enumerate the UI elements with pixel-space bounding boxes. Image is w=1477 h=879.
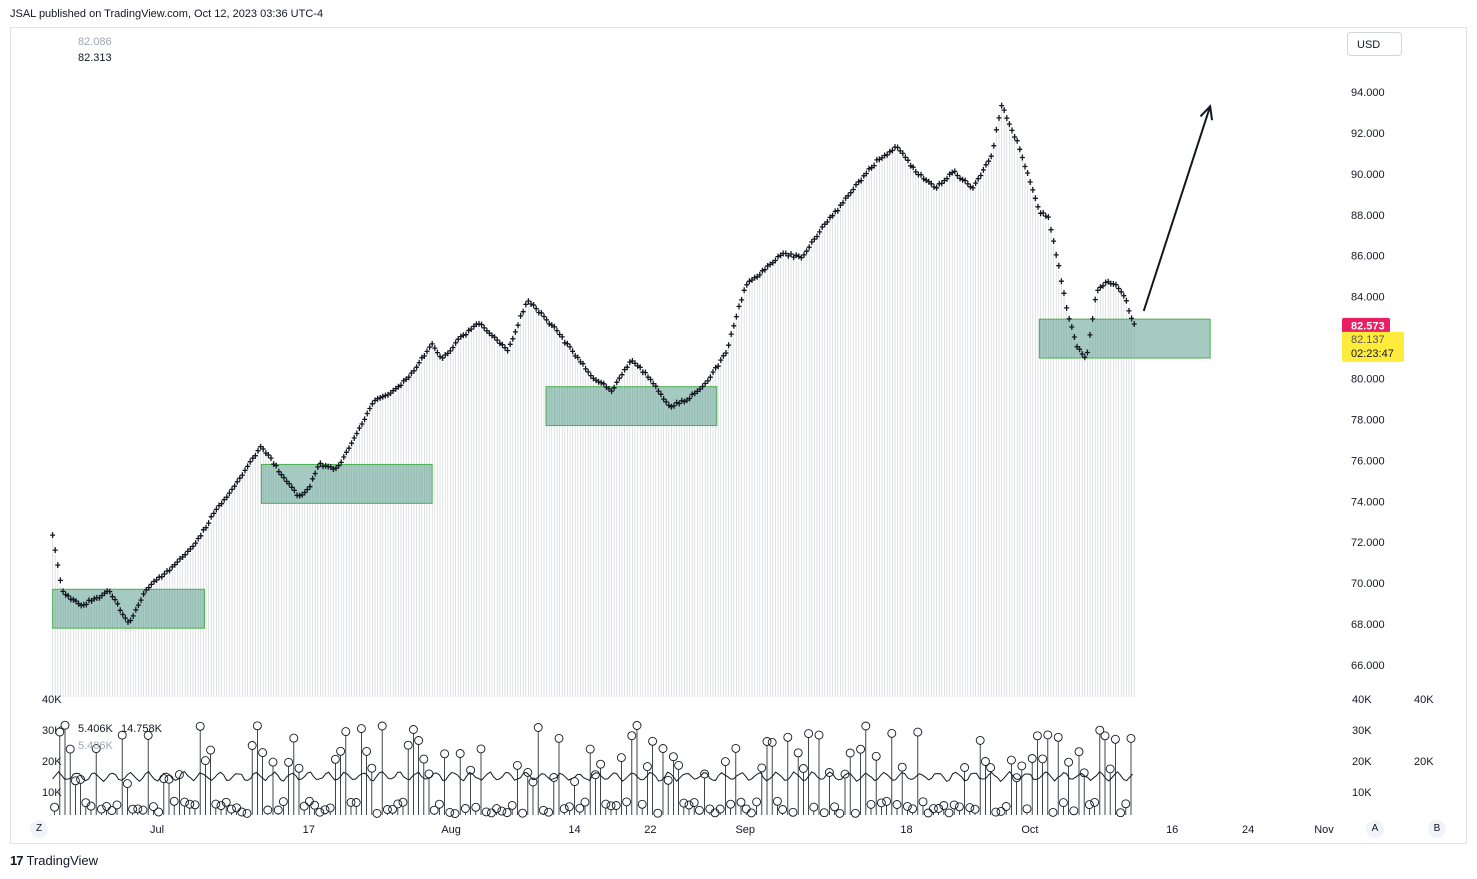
x-tick-label: 14	[568, 824, 580, 836]
y-tick-label: 76.000	[1351, 455, 1385, 467]
y-tick-label: 78.000	[1351, 414, 1385, 426]
x-tick-label: Oct	[1021, 824, 1038, 836]
y-tick-label: 86.000	[1351, 251, 1385, 263]
y-tick-label: 68.000	[1351, 619, 1385, 631]
volume-legend-2: 5.406K	[78, 740, 113, 752]
currency-button[interactable]: USD	[1347, 32, 1402, 56]
y-tick-label: 92.000	[1351, 128, 1385, 140]
volume-tick-right: 30K	[1352, 725, 1372, 737]
legend-value-1: 82.086	[78, 36, 112, 48]
y-tick-label: 74.000	[1351, 496, 1385, 508]
volume-tick-right: 40K	[1352, 694, 1372, 706]
chart-frame	[10, 27, 1467, 844]
y-tick-label: 70.000	[1351, 578, 1385, 590]
trend-arrow-line	[1142, 106, 1212, 312]
x-tick-label: 17	[303, 824, 315, 836]
volume-markers	[50, 720, 1136, 819]
trend-arrow-head	[1199, 104, 1214, 121]
volume-tick-far-right: 20K	[1414, 756, 1434, 768]
volume-tick-right: 10K	[1352, 787, 1372, 799]
y-tick-label: 84.000	[1351, 292, 1385, 304]
x-tick-label: Sep	[735, 824, 755, 836]
footer-brand-label: TradingView	[26, 853, 99, 868]
volume-tick-left: 40K	[42, 694, 62, 706]
demand-zone-3	[545, 386, 718, 427]
volume-average-line	[52, 770, 1133, 783]
volume-tick-far-right: 40K	[1414, 694, 1434, 706]
y-tick-label: 66.000	[1351, 660, 1385, 672]
log-scale-button[interactable]: B	[1428, 820, 1446, 838]
published-header: JSAL published on TradingView.com, Oct 1…	[10, 8, 324, 20]
auto-scale-button[interactable]: A	[1366, 820, 1384, 838]
footer-brand[interactable]: 17 TradingView	[10, 853, 98, 868]
y-tick-label: 72.000	[1351, 537, 1385, 549]
y-tick-label: 90.000	[1351, 169, 1385, 181]
last-price-text: 82.573	[1351, 320, 1385, 332]
y-tick-label: 80.000	[1351, 374, 1385, 386]
x-tick-label: Nov	[1314, 824, 1334, 836]
x-tick-label: 16	[1166, 824, 1178, 836]
last-price-tag	[1342, 317, 1390, 333]
price-series	[50, 102, 1137, 625]
volume-legend-1: 5.406K	[78, 723, 113, 735]
volume-legend-1b: 14.758K	[121, 723, 162, 735]
demand-zone-4	[1038, 318, 1211, 359]
countdown-tag	[1342, 331, 1404, 362]
volume-tick-right: 20K	[1352, 756, 1372, 768]
volume-tick-left: 20K	[42, 756, 62, 768]
y-tick-label: 88.000	[1351, 210, 1385, 222]
x-tick-label: Aug	[441, 824, 461, 836]
x-tick-label: 18	[900, 824, 912, 836]
x-tick-label: 24	[1242, 824, 1254, 836]
zoom-reset-button[interactable]: Z	[30, 820, 48, 838]
x-tick-label: Jul	[150, 824, 164, 836]
x-tick-label: 22	[644, 824, 656, 836]
prev-price-text: 82.137	[1351, 334, 1385, 346]
countdown-text: 02:23:47	[1351, 348, 1394, 360]
volume-tick-left: 10K	[42, 787, 62, 799]
y-tick-label: 94.000	[1351, 87, 1385, 99]
legend-value-2: 82.313	[78, 52, 112, 64]
tradingview-logo-icon: 17	[10, 853, 24, 868]
